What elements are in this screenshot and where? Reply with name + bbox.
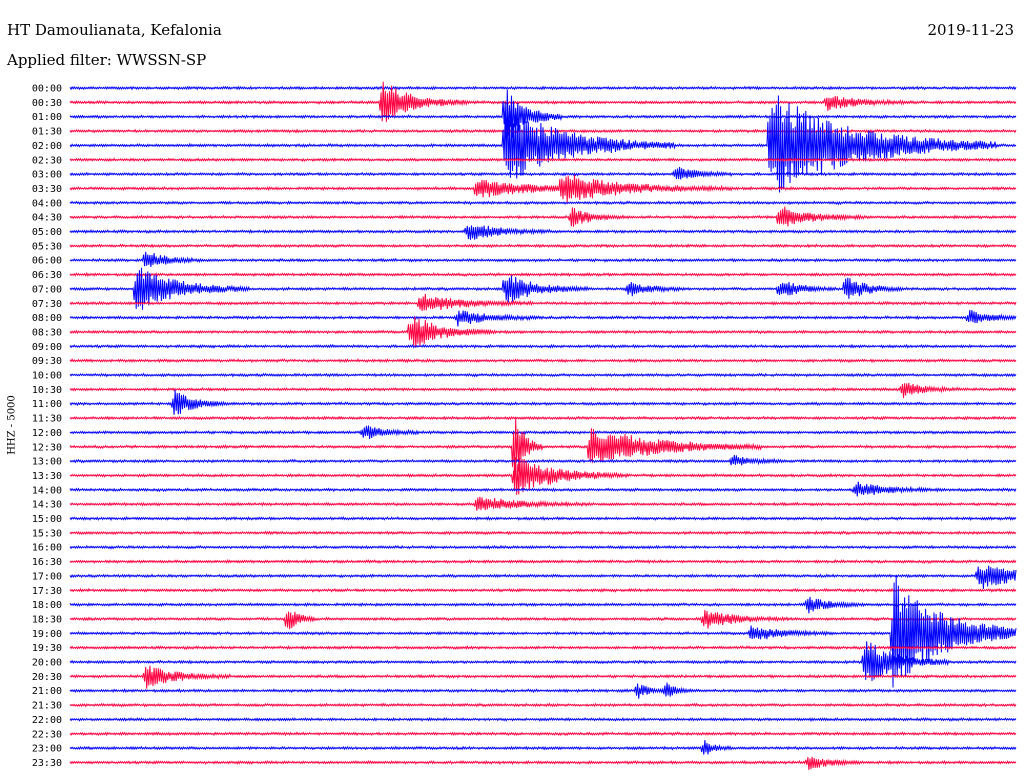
time-label-0630: 06:30 bbox=[32, 270, 62, 281]
trace-0100 bbox=[69, 89, 1017, 142]
time-label-1830: 18:30 bbox=[32, 614, 62, 625]
time-label-0730: 07:30 bbox=[32, 299, 62, 310]
time-label-1330: 13:30 bbox=[32, 471, 62, 482]
time-label-1200: 12:00 bbox=[32, 428, 62, 439]
trace-0400 bbox=[69, 200, 1017, 206]
time-label-2130: 21:30 bbox=[32, 701, 62, 712]
trace-2130 bbox=[69, 702, 1017, 708]
trace-1930 bbox=[69, 645, 1017, 651]
time-label-0430: 04:30 bbox=[32, 213, 62, 224]
time-label-1300: 13:00 bbox=[32, 457, 62, 468]
trace-1500 bbox=[69, 515, 1017, 522]
time-label-0500: 05:00 bbox=[32, 227, 62, 238]
time-label-2230: 22:30 bbox=[32, 729, 62, 740]
time-label-2200: 22:00 bbox=[32, 715, 62, 726]
trace-0230 bbox=[69, 157, 1017, 163]
time-label-0600: 06:00 bbox=[32, 256, 62, 267]
time-label-1930: 19:30 bbox=[32, 643, 62, 654]
station-title: HT Damoulianata, Kefalonia bbox=[7, 21, 222, 39]
trace-1900 bbox=[69, 576, 1017, 688]
trace-1630 bbox=[69, 558, 1017, 565]
trace-0800 bbox=[69, 309, 1017, 327]
trace-1000 bbox=[69, 372, 1017, 378]
time-label-0830: 08:30 bbox=[32, 327, 62, 338]
trace-0000 bbox=[69, 85, 1017, 91]
filter-label: Applied filter: WWSSN-SP bbox=[7, 51, 207, 69]
trace-2200 bbox=[69, 716, 1017, 723]
time-label-0900: 09:00 bbox=[32, 342, 62, 353]
trace-2100 bbox=[69, 682, 1017, 699]
trace-0430 bbox=[69, 206, 1017, 227]
time-label-1000: 10:00 bbox=[32, 371, 62, 382]
time-label-0930: 09:30 bbox=[32, 356, 62, 367]
time-label-0300: 03:00 bbox=[32, 170, 62, 181]
time-label-0100: 01:00 bbox=[32, 112, 62, 123]
trace-1730 bbox=[69, 587, 1017, 593]
time-label-0800: 08:00 bbox=[32, 313, 62, 324]
time-label-1030: 10:30 bbox=[32, 385, 62, 396]
trace-1800 bbox=[69, 596, 1017, 614]
trace-1230 bbox=[69, 418, 1017, 484]
trace-2330 bbox=[69, 756, 1017, 771]
time-label-1500: 15:00 bbox=[32, 514, 62, 525]
time-label-1800: 18:00 bbox=[32, 600, 62, 611]
trace-2000 bbox=[69, 641, 1017, 682]
trace-1330 bbox=[69, 457, 1017, 495]
time-label-1630: 16:30 bbox=[32, 557, 62, 568]
trace-0730 bbox=[69, 293, 1017, 311]
trace-0530 bbox=[69, 243, 1017, 249]
trace-0700 bbox=[69, 267, 1017, 310]
time-label-1400: 14:00 bbox=[32, 485, 62, 496]
time-label-2000: 20:00 bbox=[32, 658, 62, 669]
trace-0930 bbox=[69, 358, 1017, 364]
time-label-0000: 00:00 bbox=[32, 84, 62, 95]
time-label-0530: 05:30 bbox=[32, 241, 62, 252]
trace-0500 bbox=[69, 225, 1017, 240]
time-label-1600: 16:00 bbox=[32, 543, 62, 554]
time-label-1530: 15:30 bbox=[32, 528, 62, 539]
time-label-2300: 23:00 bbox=[32, 744, 62, 755]
time-label-2030: 20:30 bbox=[32, 672, 62, 683]
trace-0030 bbox=[69, 81, 1017, 122]
time-label-0700: 07:00 bbox=[32, 284, 62, 295]
trace-1830 bbox=[69, 609, 1017, 630]
time-label-0400: 04:00 bbox=[32, 198, 62, 209]
trace-2300 bbox=[69, 739, 1017, 755]
trace-1030 bbox=[69, 382, 1017, 398]
date-label: 2019-11-23 bbox=[927, 21, 1014, 39]
time-label-0200: 02:00 bbox=[32, 141, 62, 152]
time-label-1900: 19:00 bbox=[32, 629, 62, 640]
trace-1200 bbox=[69, 425, 1017, 440]
trace-1600 bbox=[69, 544, 1017, 550]
time-label-0030: 00:30 bbox=[32, 98, 62, 109]
time-label-1430: 14:30 bbox=[32, 500, 62, 511]
time-label-2100: 21:00 bbox=[32, 686, 62, 697]
trace-1100 bbox=[69, 389, 1017, 415]
trace-0600 bbox=[69, 251, 1017, 267]
trace-2230 bbox=[69, 731, 1017, 737]
trace-0830 bbox=[69, 316, 1017, 348]
trace-0300 bbox=[69, 166, 1017, 180]
time-label-1100: 11:00 bbox=[32, 399, 62, 410]
trace-1130 bbox=[69, 415, 1017, 421]
trace-1400 bbox=[69, 481, 1017, 497]
trace-1700 bbox=[69, 565, 1017, 589]
trace-1530 bbox=[69, 530, 1017, 536]
trace-0630 bbox=[69, 271, 1017, 278]
trace-0200 bbox=[69, 95, 1017, 193]
time-label-1130: 11:30 bbox=[32, 414, 62, 425]
trace-2030 bbox=[69, 665, 1017, 689]
time-label-0130: 01:30 bbox=[32, 127, 62, 138]
time-label-2330: 23:30 bbox=[32, 758, 62, 769]
trace-1300 bbox=[69, 455, 1017, 466]
time-label-0330: 03:30 bbox=[32, 184, 62, 195]
trace-1430 bbox=[69, 496, 1017, 511]
trace-0900 bbox=[69, 343, 1017, 349]
trace-0330 bbox=[69, 174, 1017, 203]
time-label-1700: 17:00 bbox=[32, 571, 62, 582]
time-label-1230: 12:30 bbox=[32, 442, 62, 453]
time-label-1730: 17:30 bbox=[32, 586, 62, 597]
time-label-0230: 02:30 bbox=[32, 155, 62, 166]
